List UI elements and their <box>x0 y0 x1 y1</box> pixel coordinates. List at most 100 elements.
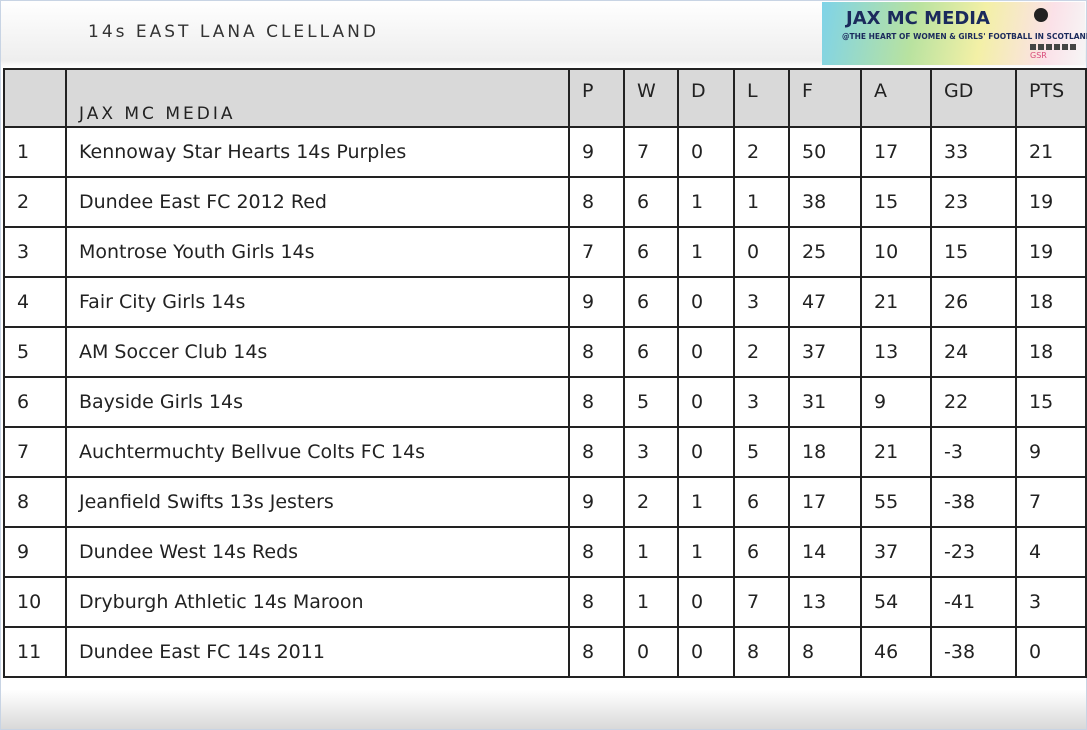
team-name: Dundee West 14s Reds <box>65 526 570 578</box>
cell: 21 <box>860 276 932 328</box>
team-name: Kennoway Star Hearts 14s Purples <box>65 126 570 178</box>
cell: 8 <box>733 626 790 678</box>
column-header: F <box>788 68 862 128</box>
cell: 7 <box>623 126 679 178</box>
cell: 26 <box>930 276 1017 328</box>
cell: 10 <box>860 226 932 278</box>
cell: 7 <box>568 226 625 278</box>
cell: 8 <box>568 326 625 378</box>
team-name: Auchtermuchty Bellvue Colts FC 14s <box>65 426 570 478</box>
column-header: A <box>860 68 932 128</box>
table-row: 8 Jeanfield Swifts 13s Jesters 9 2 1 6 17 55 -38… <box>3 476 1087 528</box>
cell: 4 <box>3 276 67 328</box>
cell: 5 <box>3 326 67 378</box>
team-name: Jeanfield Swifts 13s Jesters <box>65 476 570 528</box>
cell: 21 <box>1015 126 1087 178</box>
cell: 1 <box>623 526 679 578</box>
cell: 46 <box>860 626 932 678</box>
cell: 18 <box>1015 276 1087 328</box>
cell: 9 <box>1015 426 1087 478</box>
cell: 6 <box>623 176 679 228</box>
team-name: Dundee East FC 2012 Red <box>65 176 570 228</box>
cell: 25 <box>788 226 862 278</box>
cell: 8 <box>788 626 862 678</box>
cell: 33 <box>930 126 1017 178</box>
cell: 2 <box>623 476 679 528</box>
cell: 9 <box>568 476 625 528</box>
cell: 2 <box>733 126 790 178</box>
icon <box>1030 44 1036 50</box>
table-row: 4 Fair City Girls 14s 9 6 0 3 47 21 26 18 <box>3 276 1087 328</box>
cell: 4 <box>1015 526 1087 578</box>
column-header: D <box>677 68 735 128</box>
cell: 19 <box>1015 176 1087 228</box>
cell: 17 <box>788 476 862 528</box>
cell: 15 <box>930 226 1017 278</box>
cell: 0 <box>623 626 679 678</box>
cell: 0 <box>733 226 790 278</box>
cell: 9 <box>860 376 932 428</box>
cell: 9 <box>568 276 625 328</box>
table-row: 10 Dryburgh Athletic 14s Maroon 8 1 0 7 13 54 -4… <box>3 576 1087 628</box>
icon <box>1070 44 1076 50</box>
cell: 55 <box>860 476 932 528</box>
icon <box>1054 44 1060 50</box>
cell: 1 <box>623 576 679 628</box>
logo-mark: GSR <box>1030 51 1047 60</box>
cell: 13 <box>788 576 862 628</box>
cell: 1 <box>677 526 735 578</box>
cell: 1 <box>677 176 735 228</box>
cell: 15 <box>860 176 932 228</box>
cell: 0 <box>677 276 735 328</box>
cell: 8 <box>568 376 625 428</box>
cell: 7 <box>3 426 67 478</box>
team-name: Dryburgh Athletic 14s Maroon <box>65 576 570 628</box>
cell: -38 <box>930 476 1017 528</box>
column-header: PTS <box>1015 68 1087 128</box>
cell: 6 <box>733 476 790 528</box>
cell: 19 <box>1015 226 1087 278</box>
icon <box>1062 44 1068 50</box>
cell: 0 <box>677 576 735 628</box>
cell: 8 <box>568 176 625 228</box>
column-header: JAX MC MEDIA <box>65 68 570 128</box>
cell: 8 <box>568 426 625 478</box>
cell: 6 <box>623 226 679 278</box>
cell: 0 <box>677 426 735 478</box>
cell: 1 <box>3 126 67 178</box>
cell: 3 <box>623 426 679 478</box>
cell: -38 <box>930 626 1017 678</box>
logo-ball <box>1034 8 1048 22</box>
team-name: Dundee East FC 14s 2011 <box>65 626 570 678</box>
cell: 18 <box>1015 326 1087 378</box>
cell: 17 <box>860 126 932 178</box>
table-head: JAX MC MEDIA P W D L F A GD PTS <box>3 68 1087 128</box>
cell: 7 <box>733 576 790 628</box>
table-row: 9 Dundee West 14s Reds 8 1 1 6 14 37 -23 4 <box>3 526 1087 578</box>
cell: 14 <box>788 526 862 578</box>
cell: 1 <box>677 476 735 528</box>
cell: 6 <box>733 526 790 578</box>
cell: 18 <box>788 426 862 478</box>
cell: 2 <box>3 176 67 228</box>
cell: 1 <box>733 176 790 228</box>
logo-tagline: @THE HEART OF WOMEN & GIRLS' FOOTBALL IN… <box>842 32 1087 41</box>
cell: 8 <box>568 626 625 678</box>
cell: 8 <box>568 576 625 628</box>
team-name: Fair City Girls 14s <box>65 276 570 328</box>
cell: 1 <box>677 226 735 278</box>
table-row: 2 Dundee East FC 2012 Red 8 6 1 1 38 15 23 19 <box>3 176 1087 228</box>
cell: 0 <box>1015 626 1087 678</box>
cell: 5 <box>623 376 679 428</box>
cell: 3 <box>733 276 790 328</box>
cell: -41 <box>930 576 1017 628</box>
icon <box>1046 44 1052 50</box>
table-row: 3 Montrose Youth Girls 14s 7 6 1 0 25 10 15 19 <box>3 226 1087 278</box>
cell: 7 <box>1015 476 1087 528</box>
cell: 9 <box>568 126 625 178</box>
cell: 31 <box>788 376 862 428</box>
cell: 8 <box>3 476 67 528</box>
cell: 5 <box>733 426 790 478</box>
cell: 15 <box>1015 376 1087 428</box>
